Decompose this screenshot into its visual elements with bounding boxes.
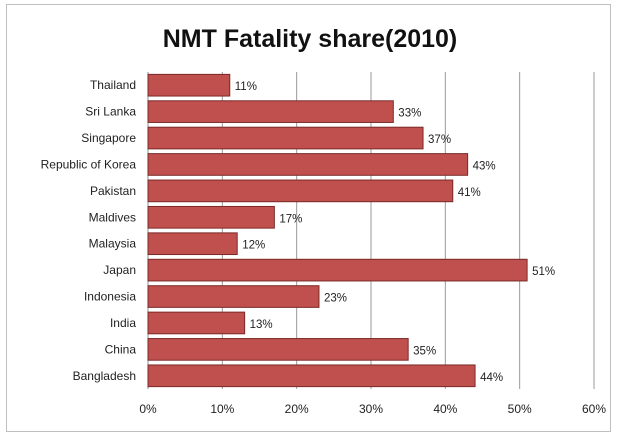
x-tick-labels: 0% 10% 20% 30% 40% 50% 60% [139,402,606,416]
data-label: 35% [413,345,436,357]
bar [147,258,528,282]
x-tick-label: 10% [210,402,234,416]
x-tick-label: 50% [508,402,532,416]
gridlines [147,72,595,389]
bar [147,311,246,335]
bar [147,179,454,203]
category-label: Singapore [81,131,136,145]
category-label: India [110,316,136,330]
chart-title: NMT Fatality share(2010) [163,25,458,53]
x-tick-label: 60% [582,402,606,416]
x-tick-label: 20% [285,402,309,416]
data-label: 37% [428,134,451,146]
data-label: 44% [480,372,503,384]
bar [147,205,275,229]
bar [147,232,238,256]
bar [147,338,409,361]
data-label: 41% [458,187,481,199]
data-label: 43% [473,160,496,172]
bar [147,100,394,123]
data-label: 33% [398,108,421,120]
bar [147,73,231,97]
data-label: 11% [235,81,257,93]
category-label: Japan [103,263,136,277]
data-label: 17% [279,213,302,225]
data-label: 51% [532,266,555,278]
bar [147,153,469,176]
bar [147,364,476,388]
category-label: Malaysia [89,237,137,251]
category-label: Thailand [90,78,136,92]
bar [147,126,424,150]
category-label: Sri Lanka [85,105,136,119]
category-label: Bangladesh [73,369,136,383]
data-label: 12% [242,240,265,252]
x-tick-label: 0% [139,402,157,416]
data-labels: 11% 33% 37% 43% 41% 17% 12% 51% 23% 13% 35% 44% [235,81,555,384]
x-tick-label: 30% [359,402,383,416]
data-label: 23% [324,293,347,305]
bar [147,285,320,308]
category-labels: Thailand Sri Lanka Singapore Republic of Ko… [41,78,137,383]
category-label: Maldives [89,210,136,224]
data-label: 13% [250,319,273,331]
category-label: Republic of Korea [41,157,137,171]
bars-group [147,73,528,388]
category-label: Indonesia [84,290,136,304]
category-label: China [105,342,137,356]
x-tick-label: 40% [433,402,457,416]
category-label: Pakistan [90,184,136,198]
